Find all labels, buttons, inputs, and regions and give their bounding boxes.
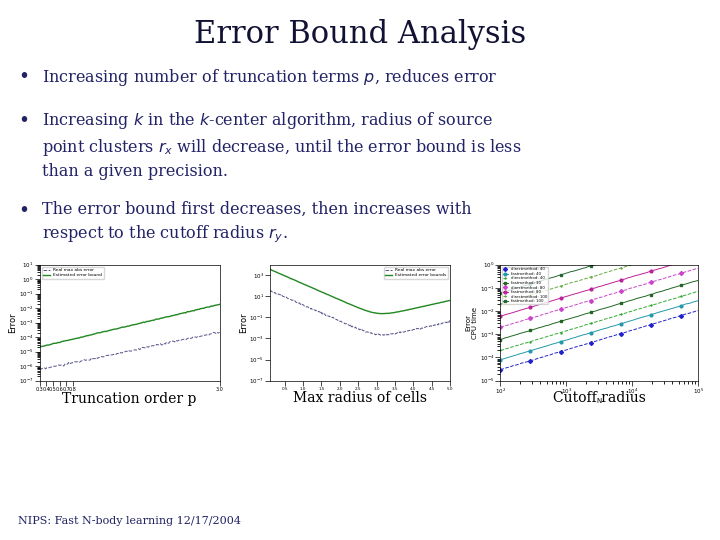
Estimated error bound <box>184 308 192 315</box>
Legend: directmethod: 40, fastmethod: 40, directmethod: 40, fastmethod: 30, directmethod: directmethod: 40, fastmethod: 40, direct… <box>503 267 548 304</box>
Line: Real max abs error: Real max abs error <box>40 332 220 369</box>
Y-axis label: Error: Error <box>239 312 248 333</box>
Real max abs error <box>215 329 224 336</box>
Estimated error bounds <box>373 310 382 316</box>
Text: Error Bound Analysis: Error Bound Analysis <box>194 19 526 50</box>
Estimated error bounds <box>266 266 274 273</box>
Real max abs error <box>418 325 427 331</box>
Estimated error bounds <box>418 303 427 310</box>
Real max abs error <box>267 288 276 295</box>
Legend: Real max abs error, Estimated error bound: Real max abs error, Estimated error boun… <box>42 267 104 279</box>
Text: Max radius of cells: Max radius of cells <box>293 392 427 406</box>
Estimated error bound <box>94 329 103 336</box>
Y-axis label: Error
CPU time: Error CPU time <box>465 307 478 339</box>
Text: NIPS: Fast N-body learning 12/17/2004: NIPS: Fast N-body learning 12/17/2004 <box>18 516 241 526</box>
Real max abs error <box>379 332 387 339</box>
Estimated error bound <box>160 314 168 321</box>
Estimated error bound <box>215 301 224 308</box>
Estimated error bound <box>130 321 138 328</box>
Text: Increasing number of truncation terms $p$, reduces error: Increasing number of truncation terms $p… <box>42 67 498 88</box>
Real max abs error <box>138 344 147 350</box>
Real max abs error <box>96 354 104 361</box>
Line: Estimated error bounds: Estimated error bounds <box>270 269 450 314</box>
Estimated error bound <box>137 320 145 326</box>
Line: Real max abs error: Real max abs error <box>270 291 450 335</box>
Text: Increasing $k$ in the $k$-center algorithm, radius of source
point clusters $r_x: Increasing $k$ in the $k$-center algorit… <box>42 110 521 180</box>
Real max abs error <box>108 352 117 358</box>
Estimated error bounds <box>429 301 438 307</box>
Estimated error bounds <box>266 266 275 273</box>
Real max abs error <box>213 329 222 335</box>
Real max abs error <box>446 319 454 325</box>
Real max abs error <box>430 322 438 329</box>
Real max abs error <box>131 347 140 353</box>
Estimated error bounds <box>372 310 381 316</box>
Real max abs error <box>185 335 194 342</box>
Estimated error bound <box>107 327 115 333</box>
Estimated error bounds <box>446 297 454 303</box>
Estimated error bounds <box>376 310 384 317</box>
Real max abs error <box>374 331 382 338</box>
Real max abs error <box>377 331 385 338</box>
Text: The error bound first decreases, then increases with
respect to the cutoff radiu: The error bound first decreases, then in… <box>42 201 472 246</box>
Text: •: • <box>18 68 29 86</box>
Text: •: • <box>18 201 29 220</box>
Legend: Real max abs error, Estimated error bounds: Real max abs error, Estimated error boun… <box>384 267 448 279</box>
Real max abs error <box>37 366 45 373</box>
Estimated error bounds <box>377 310 386 317</box>
X-axis label: N: N <box>597 397 602 403</box>
Text: •: • <box>18 111 29 130</box>
Estimated error bound <box>35 344 44 350</box>
Line: Estimated error bound: Estimated error bound <box>40 305 220 347</box>
Y-axis label: Error: Error <box>9 312 17 333</box>
Real max abs error <box>161 341 169 347</box>
Real max abs error <box>266 287 275 294</box>
Real max abs error <box>373 332 382 338</box>
Real max abs error <box>266 288 274 294</box>
Real max abs error <box>35 366 44 372</box>
Text: Cutoff radius: Cutoff radius <box>554 392 646 406</box>
Text: Truncation order p: Truncation order p <box>63 392 197 406</box>
